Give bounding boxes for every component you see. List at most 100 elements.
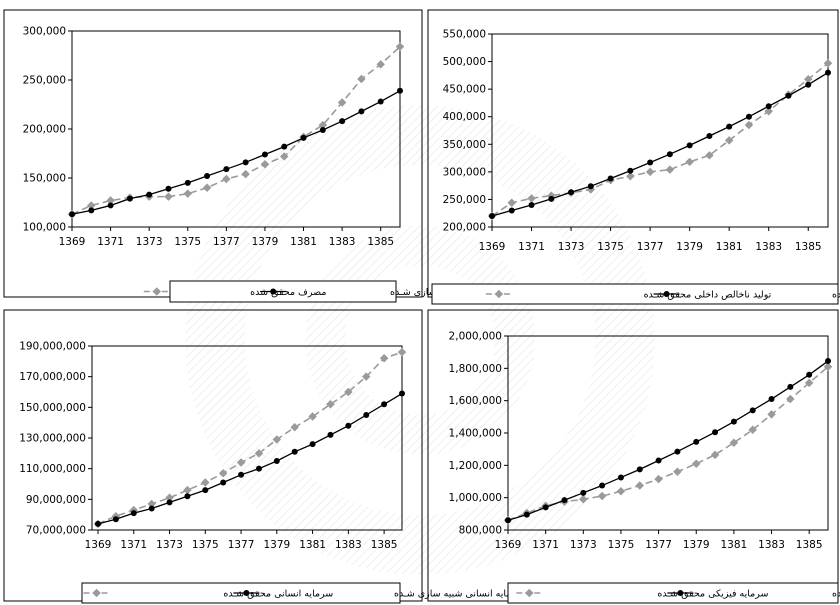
y-tick-label: 200,000 xyxy=(23,124,66,136)
y-tick-label: 1,000,000 xyxy=(449,492,502,504)
y-tick-label: 400,000 xyxy=(443,111,486,123)
actual-data-point xyxy=(241,169,250,179)
y-tick-label: 100,000 xyxy=(23,222,66,234)
x-tick-label: 1377 xyxy=(213,236,240,248)
chart-panel-4: 800,000 1,000,000 1,200,000 1,400,000 1,600,… xyxy=(427,309,840,604)
x-tick-label: 1379 xyxy=(263,539,290,551)
legend-label-actual: سرمایه فیزیکی محقق شـده xyxy=(657,589,768,600)
y-tick-label: 1,400,000 xyxy=(449,428,502,440)
actual-data-point xyxy=(147,499,156,509)
simulated-data-point xyxy=(309,441,316,448)
x-tick-label: 1377 xyxy=(637,241,664,253)
simulated-data-point xyxy=(300,134,307,141)
simulated-data-point xyxy=(523,511,530,518)
x-tick-label: 1383 xyxy=(335,539,362,551)
simulated-data-point xyxy=(166,499,173,506)
simulated-data-point xyxy=(291,448,298,455)
simulated-data-point xyxy=(666,151,673,158)
simulated-data-point xyxy=(787,383,794,390)
legend-marker-actual xyxy=(494,289,504,299)
plot-area xyxy=(491,33,829,228)
actual-data-point xyxy=(691,459,701,468)
x-tick-label: 1369 xyxy=(85,539,112,551)
x-tick-label: 1371 xyxy=(518,241,545,253)
y-tick-label: 70,000,000 xyxy=(26,525,86,537)
simulated-data-point xyxy=(542,504,549,511)
simulated-series-line xyxy=(71,90,401,215)
actual-data-point xyxy=(665,165,675,174)
actual-data-point xyxy=(786,394,795,404)
simulated-data-point xyxy=(319,126,326,133)
y-tick-label: 550,000 xyxy=(443,29,486,41)
x-tick-label: 1373 xyxy=(570,539,597,551)
simulated-data-point xyxy=(184,179,191,186)
simulated-data-point xyxy=(805,81,812,88)
actual-data-point xyxy=(290,423,299,432)
y-tick-label: 1,200,000 xyxy=(449,460,502,472)
actual-data-point xyxy=(236,458,246,467)
x-tick-label: 1371 xyxy=(120,539,147,551)
legend-label-simulated: سرمایه فیزیکی شبیه سـازی شـده xyxy=(832,589,840,600)
actual-data-point xyxy=(823,362,833,371)
simulated-data-point xyxy=(202,487,209,494)
x-tick-label: 1383 xyxy=(329,236,356,248)
x-tick-label: 1373 xyxy=(136,236,163,248)
simulated-data-point xyxy=(607,175,614,182)
actual-data-point xyxy=(326,400,335,409)
x-tick-label: 1385 xyxy=(371,539,398,551)
simulated-data-point xyxy=(112,516,119,523)
y-tick-label: 250,000 xyxy=(443,194,486,206)
actual-data-point xyxy=(748,425,757,435)
simulated-data-point xyxy=(745,113,752,120)
legend-marker-simulated xyxy=(663,291,670,297)
actual-data-point xyxy=(395,42,405,51)
x-tick-label: 1381 xyxy=(290,236,317,248)
simulated-data-point xyxy=(647,159,654,166)
y-tick-label: 200,000 xyxy=(443,222,486,234)
legend-marker-simulated xyxy=(243,590,250,596)
legend-label-actual: تولید ناخالص داخلی محقق شـده xyxy=(644,290,772,301)
simulated-data-point xyxy=(617,474,624,481)
legend: سرمایه فیزیکی شبیه سـازی شـده سرمایه فیزی… xyxy=(507,582,840,604)
y-tick-label: 1,600,000 xyxy=(449,395,502,407)
simulated-data-point xyxy=(730,418,737,425)
simulated-data-point xyxy=(627,167,634,174)
y-tick-label: 1,800,000 xyxy=(449,363,502,375)
x-tick-label: 1375 xyxy=(174,236,201,248)
y-tick-label: 500,000 xyxy=(443,56,486,68)
actual-data-point xyxy=(804,378,814,388)
simulated-data-point xyxy=(528,201,535,208)
x-tick-label: 1383 xyxy=(755,241,782,253)
simulated-data-point xyxy=(377,98,384,105)
simulated-data-point xyxy=(238,471,245,478)
simulated-data-point xyxy=(146,191,153,198)
simulated-data-point xyxy=(88,207,95,214)
actual-data-point xyxy=(164,192,173,201)
actual-data-point xyxy=(645,167,655,177)
simulated-data-point xyxy=(261,151,268,158)
x-tick-label: 1377 xyxy=(645,539,672,551)
simulated-data-point xyxy=(636,466,643,473)
actual-data-point xyxy=(673,467,682,477)
x-tick-label: 1369 xyxy=(479,241,506,253)
actual-data-point xyxy=(654,474,663,484)
legend-label-simulated: تولید ناخالص داخلی شبیه سازی شـده xyxy=(832,290,840,301)
simulated-data-point xyxy=(587,183,594,190)
simulated-data-point xyxy=(489,212,495,219)
simulated-data-point xyxy=(655,457,662,464)
actual-data-point xyxy=(318,120,328,130)
simulated-series-line xyxy=(97,392,403,525)
simulated-data-point xyxy=(580,489,587,496)
x-tick-label: 1385 xyxy=(796,539,823,551)
simulated-data-point xyxy=(568,189,575,196)
actual-data-point xyxy=(201,478,210,487)
chart-panel-2: 200,000 250,000 300,000 350,000 400,000 450,0… xyxy=(427,9,840,305)
x-tick-label: 1369 xyxy=(59,236,86,248)
x-tick-label: 1375 xyxy=(608,539,635,551)
y-tick-label: 300,000 xyxy=(443,166,486,178)
simulated-data-point xyxy=(599,482,606,489)
y-tick-label: 800,000 xyxy=(459,525,502,537)
actual-data-point xyxy=(361,372,371,381)
actual-data-point xyxy=(279,152,289,161)
